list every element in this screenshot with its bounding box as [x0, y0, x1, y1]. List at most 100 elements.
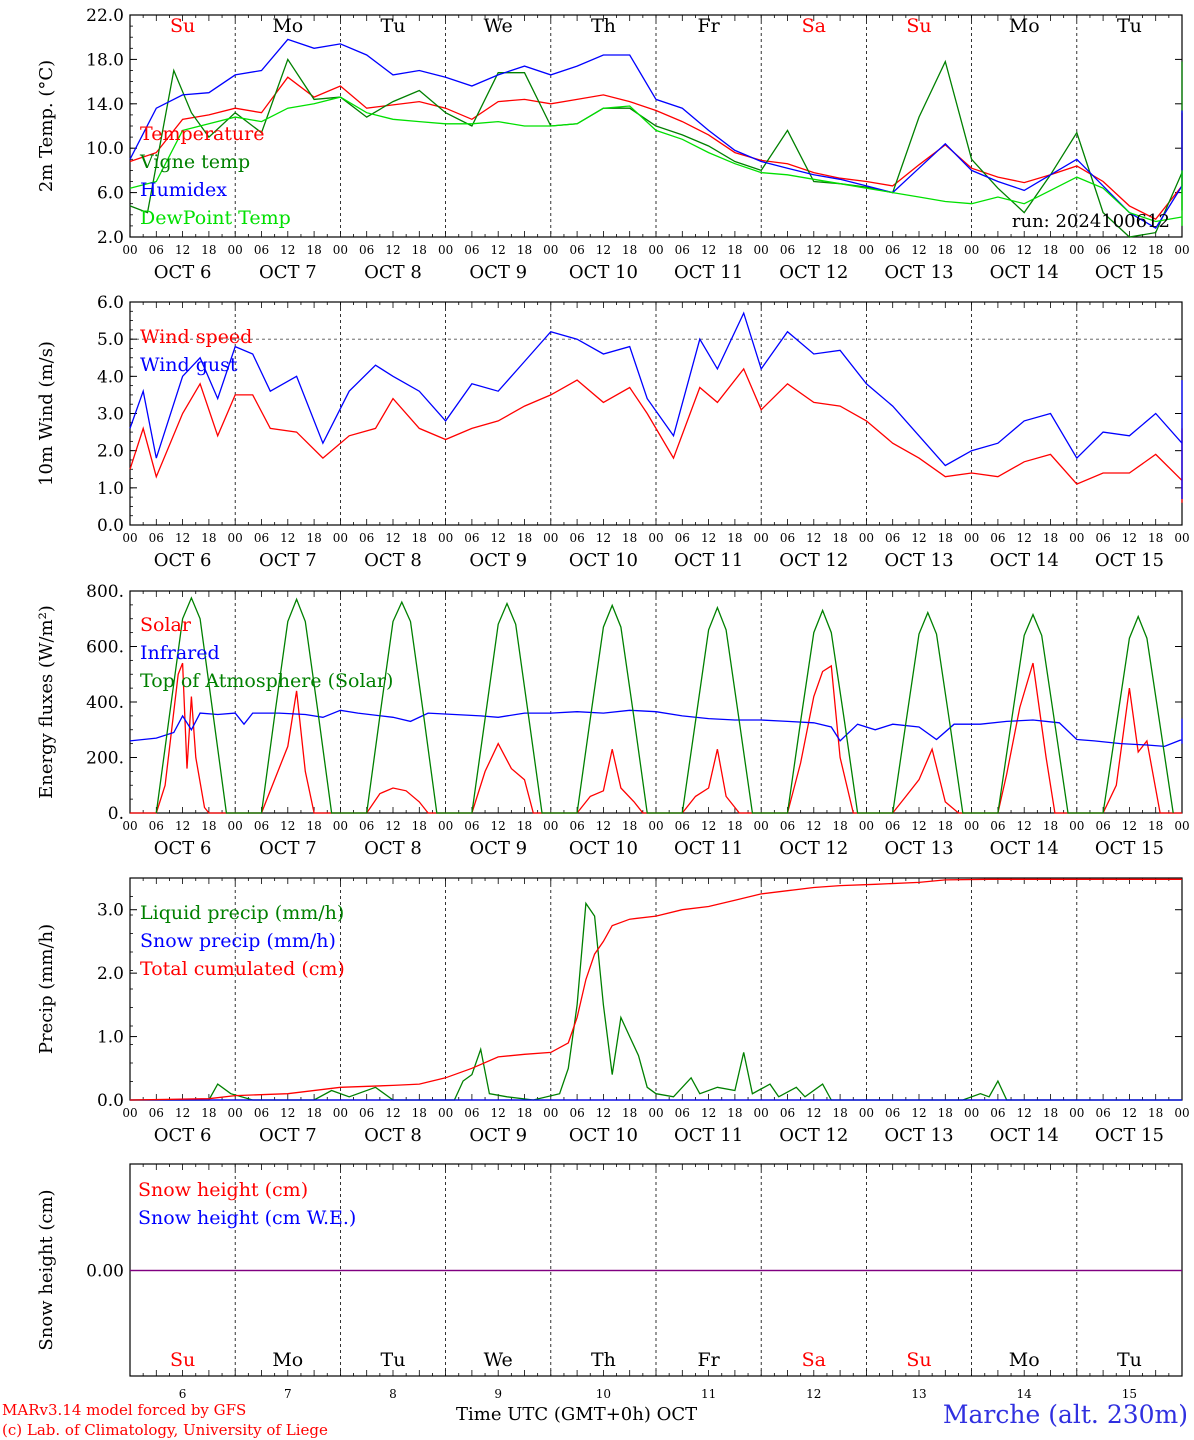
hour-tick-label: 00: [333, 531, 348, 545]
date-label: OCT 7: [259, 1125, 317, 1146]
hour-tick-label: 06: [149, 531, 164, 545]
hour-tick-label: 06: [1095, 819, 1110, 833]
day-number-label: 8: [389, 1387, 397, 1401]
hour-tick-label: 12: [596, 1106, 611, 1120]
date-label: OCT 14: [990, 838, 1059, 859]
hour-tick-label: 12: [175, 531, 190, 545]
weekday-label-bottom: Tu: [1117, 1349, 1142, 1371]
hour-tick-label: 18: [412, 243, 427, 257]
date-label: OCT 8: [364, 1125, 422, 1146]
date-label: OCT 13: [884, 262, 953, 283]
y-tick-label: 1.0: [97, 1028, 124, 1048]
footer-model: MARv3.14 model forced by GFS: [2, 1401, 247, 1419]
legend-entry: Temperature: [140, 123, 264, 145]
hour-tick-label: 12: [385, 531, 400, 545]
hour-tick-label: 00: [754, 243, 769, 257]
hour-tick-label: 00: [964, 531, 979, 545]
weekday-label-top: We: [484, 15, 513, 37]
y-tick-label: 0.0: [97, 516, 124, 536]
hour-tick-label: 06: [1095, 1106, 1110, 1120]
hour-tick-label: 00: [964, 243, 979, 257]
hour-tick-label: 18: [306, 819, 321, 833]
y-tick-label: 0.00: [86, 1262, 124, 1282]
date-label: OCT 10: [569, 262, 638, 283]
hour-tick-label: 18: [727, 531, 742, 545]
hour-tick-label: 18: [306, 1106, 321, 1120]
hour-tick-label: 00: [438, 531, 453, 545]
hour-tick-label: 06: [254, 1106, 269, 1120]
weekday-label-top: Su: [170, 15, 195, 37]
hour-tick-label: 12: [806, 531, 821, 545]
date-label: OCT 6: [154, 550, 212, 571]
date-label: OCT 13: [884, 838, 953, 859]
hour-tick-label: 00: [438, 243, 453, 257]
hour-tick-label: 12: [911, 531, 926, 545]
hour-tick-label: 18: [1148, 1106, 1163, 1120]
hour-tick-label: 06: [675, 819, 690, 833]
hour-tick-label: 18: [412, 531, 427, 545]
series-total-cumulated-cm-: [129, 878, 1182, 1101]
hour-tick-label: 18: [832, 243, 847, 257]
legend-entry: Infrared: [140, 642, 220, 664]
hour-tick-label: 00: [333, 243, 348, 257]
y-tick-label: 600.: [86, 638, 124, 658]
hour-tick-label: 00: [122, 1106, 137, 1120]
hour-tick-label: 06: [780, 819, 795, 833]
series-vigne-temp: [129, 57, 1183, 238]
y-tick-label: 2.0: [97, 964, 124, 984]
weekday-label-top: Tu: [381, 15, 406, 37]
hour-tick-label: 12: [385, 819, 400, 833]
hour-tick-label: 00: [648, 1106, 663, 1120]
hour-tick-label: 00: [754, 531, 769, 545]
day-number-label: 6: [179, 1387, 187, 1401]
hour-tick-label: 00: [333, 819, 348, 833]
hour-tick-label: 18: [938, 243, 953, 257]
hour-tick-label: 06: [885, 1106, 900, 1120]
hour-tick-label: 18: [1043, 531, 1058, 545]
y-tick-label: 0.0: [97, 1091, 124, 1111]
hour-tick-label: 18: [622, 243, 637, 257]
hour-tick-label: 18: [1148, 531, 1163, 545]
x-axis-title: Time UTC (GMT+0h) OCT: [456, 1404, 698, 1425]
date-label: OCT 7: [259, 550, 317, 571]
hour-tick-label: 06: [675, 1106, 690, 1120]
y-tick-label: 0.: [108, 804, 124, 824]
hour-tick-label: 00: [1069, 1106, 1084, 1120]
weekday-label-bottom: We: [484, 1349, 513, 1371]
hour-tick-label: 00: [122, 819, 137, 833]
hour-tick-label: 00: [228, 243, 243, 257]
hour-tick-label: 18: [727, 819, 742, 833]
hour-tick-label: 06: [885, 243, 900, 257]
hour-tick-label: 06: [990, 819, 1005, 833]
hour-tick-label: 18: [622, 1106, 637, 1120]
y-tick-label: 4.0: [97, 367, 124, 387]
hour-tick-label: 12: [175, 243, 190, 257]
day-number-label: 9: [494, 1387, 502, 1401]
y-tick-label: 6.0: [97, 184, 124, 204]
hour-tick-label: 06: [569, 819, 584, 833]
hour-tick-label: 00: [1069, 819, 1084, 833]
hour-tick-label: 00: [438, 1106, 453, 1120]
hour-tick-label: 12: [596, 243, 611, 257]
hour-tick-label: 18: [517, 819, 532, 833]
hour-tick-label: 12: [806, 1106, 821, 1120]
hour-tick-label: 12: [175, 819, 190, 833]
day-number-label: 11: [701, 1387, 716, 1401]
day-number-label: 12: [806, 1387, 821, 1401]
weekday-label-top: Th: [591, 15, 616, 37]
y-axis-label: Energy fluxes (W/m²): [36, 605, 57, 799]
hour-tick-label: 06: [464, 1106, 479, 1120]
hour-tick-label: 12: [701, 819, 716, 833]
series-humidex: [129, 38, 1183, 229]
hour-tick-label: 00: [754, 1106, 769, 1120]
weekday-label-bottom: Su: [170, 1349, 195, 1371]
weekday-label-bottom: Sa: [802, 1349, 826, 1371]
date-label: OCT 14: [990, 262, 1059, 283]
legend-entry: Total cumulated (cm): [140, 958, 345, 980]
hour-tick-label: 12: [806, 819, 821, 833]
legend-entry: Snow precip (mm/h): [140, 930, 336, 952]
hour-tick-label: 06: [569, 531, 584, 545]
date-label: OCT 15: [1095, 1125, 1164, 1146]
y-tick-label: 18.0: [86, 50, 124, 70]
y-tick-label: 1.0: [97, 479, 124, 499]
